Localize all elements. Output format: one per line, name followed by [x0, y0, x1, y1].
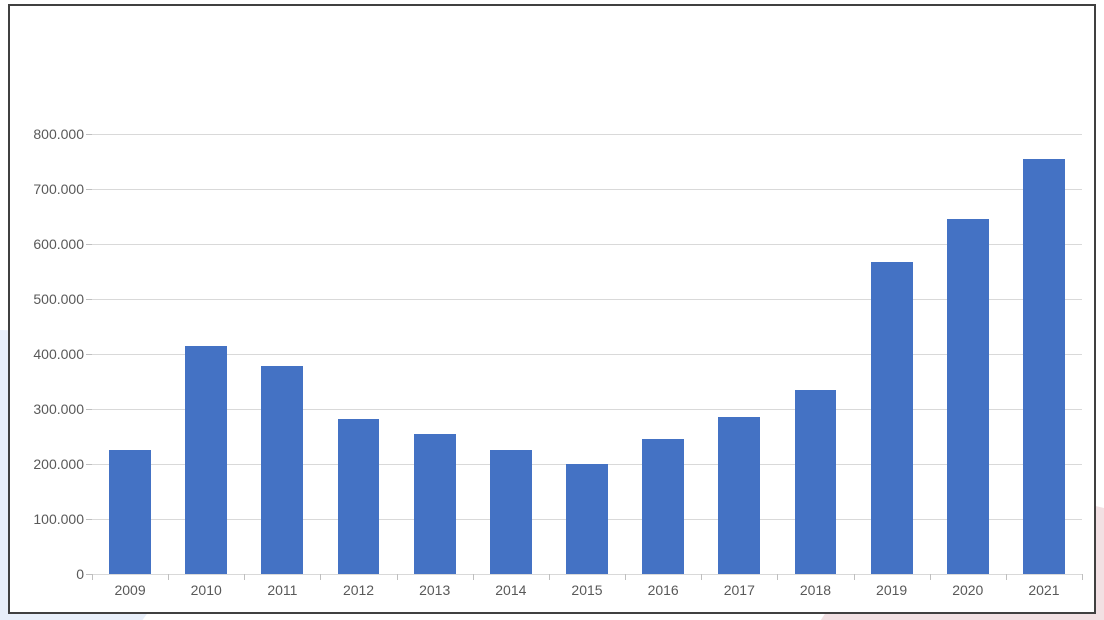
x-tick: [244, 574, 245, 580]
bar: [1023, 159, 1065, 574]
bar: [338, 419, 380, 574]
bar: [718, 417, 760, 574]
x-axis-label: 2012: [343, 574, 374, 598]
x-tick: [92, 574, 93, 580]
x-tick: [168, 574, 169, 580]
x-tick: [473, 574, 474, 580]
y-axis-label: 400.000: [33, 346, 92, 362]
y-axis-label: 600.000: [33, 236, 92, 252]
y-axis-label: 200.000: [33, 456, 92, 472]
y-axis-label: 800.000: [33, 126, 92, 142]
x-tick: [777, 574, 778, 580]
bar: [871, 262, 913, 574]
gridline: [92, 354, 1082, 355]
bar: [795, 390, 837, 574]
bar: [566, 464, 608, 574]
x-axis-label: 2011: [267, 574, 297, 598]
x-tick: [397, 574, 398, 580]
x-axis-label: 2013: [419, 574, 450, 598]
x-tick: [930, 574, 931, 580]
x-axis-label: 2010: [191, 574, 222, 598]
x-tick: [549, 574, 550, 580]
x-tick: [854, 574, 855, 580]
x-tick: [625, 574, 626, 580]
x-axis-label: 2016: [648, 574, 679, 598]
bar: [642, 439, 684, 574]
plot-area: 0100.000200.000300.000400.000500.000600.…: [92, 24, 1082, 574]
x-axis-label: 2020: [952, 574, 983, 598]
x-axis-label: 2014: [495, 574, 526, 598]
bar: [414, 434, 456, 574]
gridline: [92, 244, 1082, 245]
x-axis-label: 2019: [876, 574, 907, 598]
y-axis-label: 500.000: [33, 291, 92, 307]
y-axis-label: 300.000: [33, 401, 92, 417]
x-axis-label: 2009: [114, 574, 145, 598]
bar: [490, 450, 532, 574]
x-axis-label: 2017: [724, 574, 755, 598]
gridline: [92, 189, 1082, 190]
x-tick: [1082, 574, 1083, 580]
x-tick: [1006, 574, 1007, 580]
gridline: [92, 299, 1082, 300]
gridline: [92, 409, 1082, 410]
x-tick: [320, 574, 321, 580]
bar: [947, 219, 989, 574]
x-axis-label: 2015: [571, 574, 602, 598]
y-axis-label: 0: [76, 566, 92, 582]
bar: [109, 450, 151, 574]
x-tick: [701, 574, 702, 580]
chart-frame: 0 100.000 200.000 300.000 400.000 500.000 600.…: [8, 4, 1096, 614]
y-axis-label: 700.000: [33, 181, 92, 197]
x-axis-label: 2018: [800, 574, 831, 598]
gridline: [92, 134, 1082, 135]
y-axis-label: 100.000: [33, 511, 92, 527]
x-axis-label: 2021: [1028, 574, 1059, 598]
bar: [261, 366, 303, 574]
bar: [185, 346, 227, 574]
